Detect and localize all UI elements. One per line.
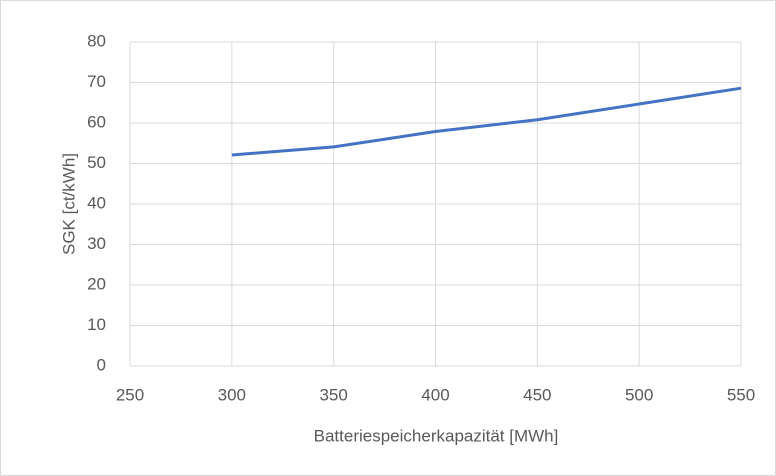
y-tick-label: 80 <box>87 31 106 50</box>
y-tick-label: 70 <box>87 72 106 91</box>
x-tick-label: 400 <box>421 385 449 404</box>
y-axis-label: SGK [ct/kWh] <box>59 153 78 255</box>
data-line <box>231 86 742 157</box>
y-tick-label: 20 <box>87 274 106 293</box>
x-tick-label: 500 <box>625 385 653 404</box>
y-tick-label: 40 <box>87 193 106 212</box>
x-tick-label: 300 <box>218 385 246 404</box>
x-tick-label: 350 <box>319 385 347 404</box>
x-tick-label: 250 <box>116 385 144 404</box>
x-axis-label: Batteriespeicherkapazität [MWh] <box>314 426 559 445</box>
y-tick-label: 10 <box>87 315 106 334</box>
y-tick-label: 60 <box>87 112 106 131</box>
x-tick-label: 550 <box>727 385 755 404</box>
y-tick-label: 50 <box>87 153 106 172</box>
x-tick-label: 450 <box>523 385 551 404</box>
y-tick-label: 0 <box>97 355 106 374</box>
y-tick-label: 30 <box>87 234 106 253</box>
